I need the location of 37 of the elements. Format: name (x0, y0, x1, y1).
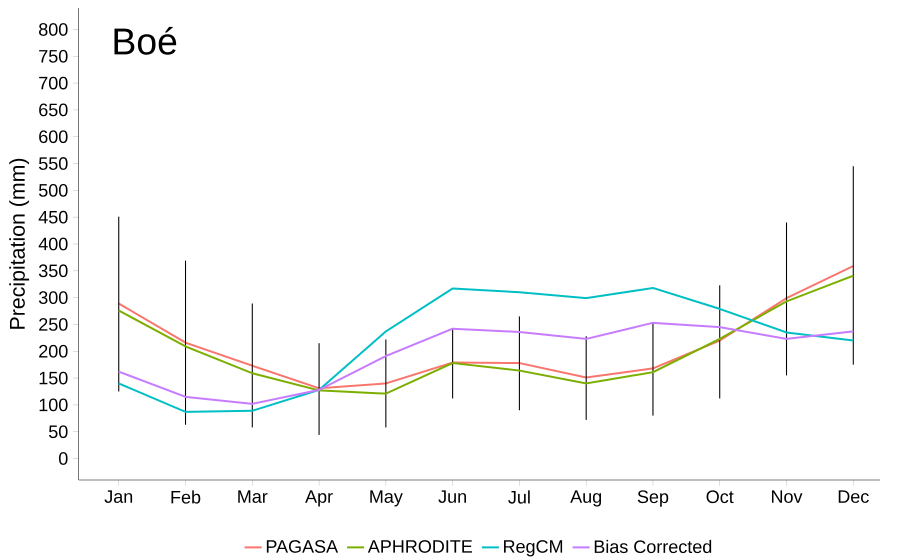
x-tick-label: Sep (638, 490, 668, 507)
x-tick-label: Feb (171, 490, 200, 504)
y-tick-label: 750 (39, 50, 68, 63)
y-tick-label: 0 (58, 452, 68, 465)
x-tick-label: Aug (570, 490, 602, 506)
x-tick-label: Apr (305, 490, 333, 506)
y-tick-label: 350 (38, 264, 68, 278)
y-tick-label: 100 (40, 398, 68, 412)
x-tick-label: Oct (706, 490, 734, 504)
legend-label: PAGASA (266, 540, 338, 553)
y-tick-label: 600 (39, 130, 68, 143)
x-tick-label: Jun (438, 490, 466, 503)
y-axis-title: Precipitation (mm) (9, 158, 30, 329)
legend-label: APHRODITE (368, 540, 472, 553)
y-tick-label: 50 (48, 425, 68, 438)
y-tick-label: 200 (39, 344, 68, 358)
line-series (118, 286, 854, 413)
legend-label: Bias Corrected (594, 540, 712, 553)
y-tick-label: 300 (38, 291, 68, 304)
x-tick-label: Nov (772, 490, 802, 503)
y-tick-label: 800 (39, 22, 68, 36)
y-tick-label: 150 (40, 372, 68, 384)
x-tick-label: Mar (238, 490, 268, 503)
x-tick-label: Jan (104, 490, 132, 503)
line-series (118, 322, 854, 405)
y-tick-label: 700 (39, 76, 68, 90)
y-tick-label: 250 (39, 318, 68, 331)
chart-title: Boé (114, 26, 176, 55)
y-tick-label: 450 (38, 210, 68, 224)
x-tick-label: Dec (838, 490, 869, 503)
y-tick-label: 400 (38, 238, 68, 250)
y-tick-label: 550 (38, 157, 68, 170)
legend-label: RegCM (504, 540, 562, 556)
y-tick-label: 500 (38, 184, 68, 197)
x-tick-label: May (370, 490, 403, 506)
x-tick-label: Jul (508, 490, 530, 504)
y-tick-label: 650 (39, 103, 68, 116)
